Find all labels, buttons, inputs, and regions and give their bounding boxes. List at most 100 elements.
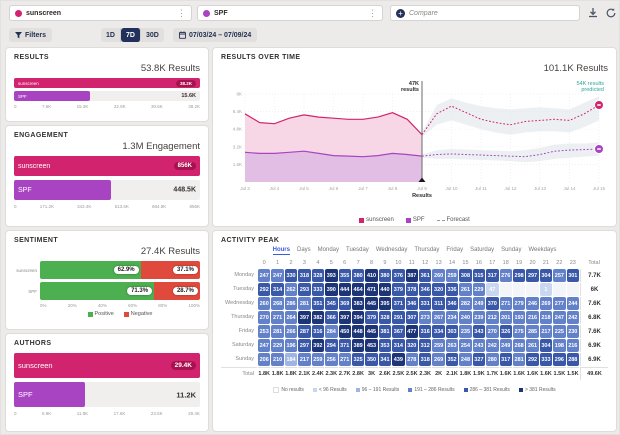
heatmap-cell[interactable]: 261 bbox=[459, 283, 472, 296]
heatmap-cell[interactable]: 201 bbox=[499, 311, 512, 324]
heatmap-cell[interactable]: 47 bbox=[486, 283, 499, 296]
results-over-time-line-chart[interactable]: 1.6K 3.2K 4.8K 6.4K 8K Jul 3 Jul 4 Jul 5 Jul 6 Ju… bbox=[221, 78, 608, 206]
tab-days[interactable]: Days bbox=[296, 247, 311, 253]
legend-item-spf[interactable]: SPF bbox=[405, 217, 425, 223]
heatmap-cell[interactable]: 279 bbox=[512, 297, 526, 310]
heatmap-cell[interactable]: 380 bbox=[351, 269, 365, 282]
heatmap-cell[interactable]: 281 bbox=[271, 325, 284, 338]
tab-thursday[interactable]: Thursday bbox=[414, 247, 440, 253]
heatmap-cell[interactable]: 315 bbox=[472, 269, 486, 282]
engagement-bar-SPF[interactable]: SPF bbox=[14, 180, 112, 200]
compare-input[interactable]: + Compare bbox=[390, 5, 580, 21]
heatmap-cell[interactable]: 229 bbox=[472, 283, 486, 296]
heatmap-cell[interactable]: 198 bbox=[553, 339, 566, 352]
heatmap-cell[interactable]: 243 bbox=[472, 339, 486, 352]
heatmap-cell[interactable]: 383 bbox=[351, 297, 365, 310]
heatmap-cell[interactable]: 397 bbox=[298, 311, 311, 324]
tab-monday[interactable]: Monday bbox=[317, 247, 340, 253]
heatmap-cell[interactable] bbox=[566, 283, 579, 296]
heatmap-cell[interactable]: 367 bbox=[392, 325, 405, 338]
heatmap-cell[interactable]: 316 bbox=[419, 325, 432, 338]
heatmap-cell[interactable]: 312 bbox=[419, 339, 432, 352]
heatmap-cell[interactable]: 217 bbox=[298, 353, 311, 366]
heatmap-cell[interactable]: 206 bbox=[258, 353, 271, 366]
heatmap-cell[interactable]: 268 bbox=[271, 297, 284, 310]
heatmap-cell[interactable]: 269 bbox=[432, 353, 445, 366]
heatmap-cell[interactable]: 280 bbox=[486, 353, 499, 366]
heatmap-cell[interactable]: 277 bbox=[553, 297, 566, 310]
heatmap-cell[interactable]: 286 bbox=[284, 297, 298, 310]
heatmap-cell[interactable]: 333 bbox=[539, 353, 553, 366]
heatmap-cell[interactable]: 242 bbox=[566, 311, 579, 324]
heatmap-cell[interactable]: 271 bbox=[271, 311, 284, 324]
heatmap-cell[interactable]: 453 bbox=[365, 339, 378, 352]
results-bar-SPF[interactable]: SPF bbox=[14, 91, 90, 101]
heatmap-cell[interactable]: 440 bbox=[378, 283, 392, 296]
heatmap-cell[interactable]: 477 bbox=[405, 325, 418, 338]
heatmap-cell[interactable]: 287 bbox=[298, 325, 311, 338]
heatmap-cell[interactable]: 261 bbox=[526, 339, 539, 352]
sentiment-segment-positive[interactable]: 62.9% bbox=[40, 261, 141, 279]
heatmap-cell[interactable]: 381 bbox=[378, 325, 392, 338]
range-30d-button[interactable]: 30D bbox=[146, 31, 159, 39]
heatmap-cell[interactable]: 330 bbox=[284, 269, 298, 282]
heatmap-cell[interactable]: 235 bbox=[459, 325, 472, 338]
heatmap-cell[interactable]: 218 bbox=[539, 311, 553, 324]
heatmap-cell[interactable]: 293 bbox=[298, 283, 311, 296]
heatmap-cell[interactable]: 297 bbox=[298, 339, 311, 352]
heatmap-cell[interactable]: 282 bbox=[459, 297, 472, 310]
heatmap-cell[interactable]: 355 bbox=[338, 269, 351, 282]
heatmap-cell[interactable]: 249 bbox=[472, 297, 486, 310]
heatmap-cell[interactable]: 247 bbox=[553, 311, 566, 324]
tab-tuesday[interactable]: Tuesday bbox=[346, 247, 369, 253]
heatmap-cell[interactable]: 320 bbox=[432, 283, 445, 296]
heatmap-cell[interactable]: 216 bbox=[566, 339, 579, 352]
heatmap-cell[interactable]: 304 bbox=[539, 269, 553, 282]
heatmap-cell[interactable]: 353 bbox=[378, 339, 392, 352]
heatmap-cell[interactable]: 263 bbox=[445, 339, 459, 352]
heatmap-cell[interactable]: 369 bbox=[338, 297, 351, 310]
heatmap-cell[interactable]: 341 bbox=[378, 353, 392, 366]
heatmap-cell[interactable]: 410 bbox=[365, 269, 378, 282]
heatmap-cell[interactable]: 270 bbox=[486, 325, 499, 338]
heatmap-cell[interactable]: 246 bbox=[526, 297, 539, 310]
heatmap-cell[interactable]: 445 bbox=[365, 297, 378, 310]
legend-item-sunscreen[interactable]: sunscreen bbox=[359, 217, 394, 223]
tab-hours[interactable]: Hours bbox=[272, 247, 290, 255]
heatmap-cell[interactable] bbox=[499, 283, 512, 296]
heatmap-cell[interactable]: 317 bbox=[499, 353, 512, 366]
tab-wednesday[interactable]: Wednesday bbox=[375, 247, 408, 253]
heatmap-cell[interactable] bbox=[553, 283, 566, 296]
heatmap-cell[interactable]: 382 bbox=[311, 311, 325, 324]
add-compare-icon[interactable]: + bbox=[396, 8, 405, 18]
heatmap-cell[interactable]: 371 bbox=[392, 297, 405, 310]
heatmap-cell[interactable]: 378 bbox=[405, 283, 418, 296]
heatmap-cell[interactable]: 288 bbox=[566, 353, 579, 366]
heatmap-cell[interactable]: 257 bbox=[553, 269, 566, 282]
heatmap-cell[interactable]: 196 bbox=[284, 339, 298, 352]
heatmap-cell[interactable]: 316 bbox=[311, 325, 325, 338]
heatmap-cell[interactable]: 184 bbox=[284, 353, 298, 366]
heatmap-cell[interactable]: 317 bbox=[486, 269, 499, 282]
heatmap-cell[interactable]: 259 bbox=[311, 353, 325, 366]
heatmap-cell[interactable]: 439 bbox=[392, 353, 405, 366]
heatmap-cell[interactable]: 271 bbox=[338, 353, 351, 366]
heatmap-cell[interactable]: 269 bbox=[539, 297, 553, 310]
heatmap-cell[interactable]: 346 bbox=[419, 283, 432, 296]
heatmap-cell[interactable] bbox=[512, 283, 526, 296]
sentiment-segment-negative[interactable]: 37.1% bbox=[140, 261, 200, 279]
heatmap-cell[interactable]: 394 bbox=[351, 311, 365, 324]
heatmap-cell[interactable]: 445 bbox=[365, 325, 378, 338]
legend-item-positive[interactable]: Positive bbox=[87, 311, 114, 317]
heatmap-cell[interactable]: 275 bbox=[512, 325, 526, 338]
heatmap-cell[interactable]: 331 bbox=[419, 297, 432, 310]
heatmap-cell[interactable]: 346 bbox=[405, 297, 418, 310]
heatmap-cell[interactable]: 345 bbox=[325, 297, 338, 310]
heatmap-cell[interactable]: 376 bbox=[392, 269, 405, 282]
heatmap-cell[interactable]: 314 bbox=[271, 283, 284, 296]
heatmap-cell[interactable]: 240 bbox=[459, 311, 472, 324]
heatmap-cell[interactable]: 393 bbox=[325, 269, 338, 282]
heatmap-cell[interactable]: 390 bbox=[325, 283, 338, 296]
heatmap-cell[interactable] bbox=[526, 283, 539, 296]
heatmap-cell[interactable]: 397 bbox=[338, 311, 351, 324]
